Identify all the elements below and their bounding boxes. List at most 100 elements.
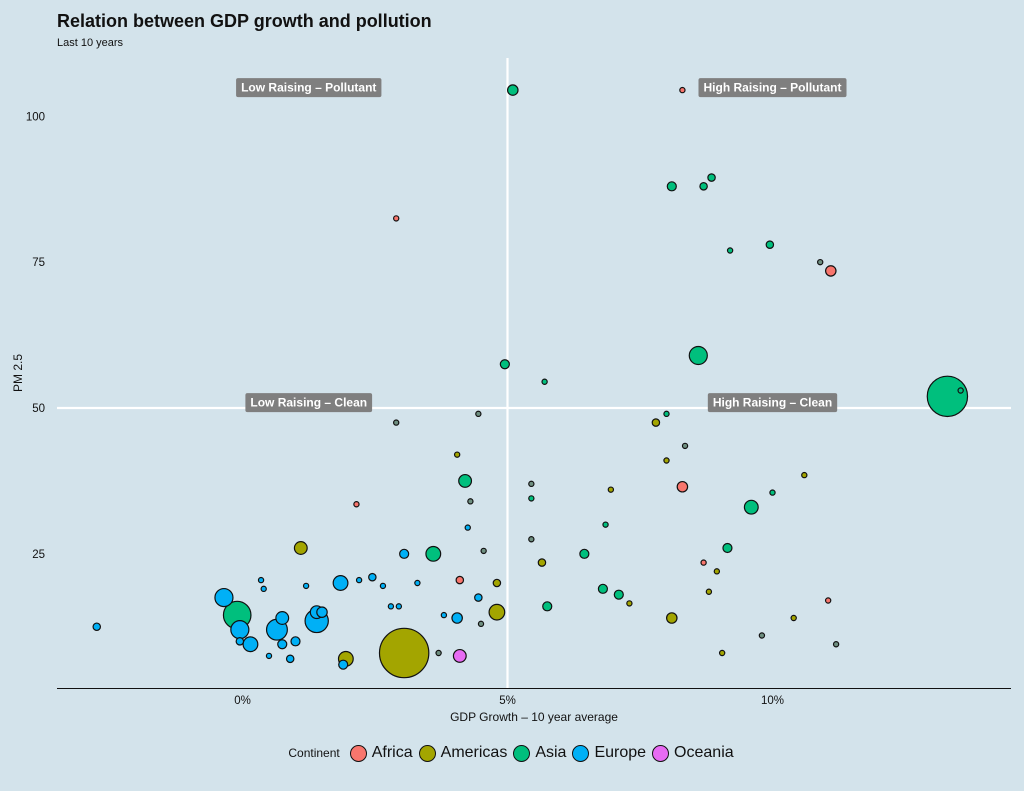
data-point-asia (458, 473, 473, 488)
legend-swatch-americas (418, 744, 436, 762)
legend-swatch-africa (349, 744, 367, 762)
data-point-africa (676, 480, 689, 493)
data-point-europe (368, 572, 377, 582)
data-point-europe (387, 603, 395, 610)
data-point-europe (235, 637, 245, 646)
data-point-asia (506, 84, 519, 96)
data-point-europe (302, 582, 310, 590)
data-point-europe (265, 652, 273, 660)
axes: 0% 5% 10% 25 50 75 100 (26, 111, 1011, 707)
legend-item-europe: Europe (568, 744, 646, 762)
x-axis-title: GDP Growth – 10 year average (450, 710, 618, 724)
data-point-asia (688, 345, 708, 366)
data-point-africa (824, 265, 837, 277)
data-point-small (475, 410, 482, 418)
quadrant-label-box (245, 393, 373, 413)
data-points (92, 84, 969, 679)
data-point-asia (663, 410, 670, 418)
data-point-asia (499, 359, 510, 370)
data-point-small (467, 498, 474, 505)
data-point-europe (395, 603, 403, 610)
data-point-asia (926, 375, 969, 418)
data-point-americas (718, 649, 726, 657)
quadrant-labels: Low Raising – Pollutant High Raising – Po… (236, 78, 847, 413)
data-point-asia (425, 545, 442, 562)
data-point-asia (957, 387, 964, 394)
data-point-americas (713, 568, 721, 575)
legend-swatch-oceania (652, 744, 670, 762)
data-point-europe (464, 524, 471, 531)
legend-label-africa: Africa (371, 744, 413, 761)
quadrant-label-box (707, 393, 838, 413)
data-point-small (681, 442, 689, 450)
data-point-asia (699, 182, 708, 191)
data-point-africa (679, 86, 686, 94)
data-point-small (393, 419, 400, 426)
data-point-europe (316, 606, 328, 618)
data-point-small (477, 620, 485, 628)
quadrant-label-box (698, 78, 847, 98)
data-point-americas (665, 612, 678, 624)
data-point-europe (440, 611, 448, 619)
data-point-small (528, 480, 535, 488)
data-point-asia (613, 589, 624, 600)
legend-item-africa: Africa (346, 744, 413, 762)
quadrant-label-text: High Raising – Pollutant (703, 81, 841, 95)
legend-swatch-asia (513, 744, 531, 762)
x-tick-label: 0% (234, 695, 251, 707)
legend-label-asia: Asia (535, 744, 567, 761)
legend-item-asia: Asia (509, 744, 566, 762)
data-point-americas (488, 603, 506, 621)
chart-subtitle: Last 10 years (57, 37, 124, 49)
data-point-americas (626, 600, 633, 607)
legend-label-europe: Europe (594, 744, 647, 761)
data-point-americas (293, 541, 308, 555)
data-point-europe (399, 548, 410, 559)
legend-item-americas: Americas (415, 744, 507, 762)
data-point-europe (275, 611, 290, 625)
data-point-americas (537, 558, 547, 567)
data-point-asia (542, 601, 553, 612)
legend-item-oceania: Oceania (648, 744, 734, 762)
data-point-americas (663, 457, 670, 464)
quadrant-label-box (236, 78, 382, 98)
quadrant-label-text: Low Raising – Pollutant (241, 81, 376, 95)
legend: Continent Africa Americas Asia Europe Oc… (0, 744, 1024, 762)
data-point-africa (353, 501, 360, 508)
data-point-americas (378, 627, 430, 679)
data-point-europe (285, 654, 295, 664)
data-point-asia (722, 542, 733, 554)
data-point-asia (528, 495, 535, 502)
data-point-americas (607, 486, 615, 493)
data-point-asia (602, 521, 609, 528)
data-point-small (435, 649, 442, 657)
data-point-africa (700, 559, 707, 566)
data-point-europe (338, 659, 349, 670)
y-tick-label: 25 (32, 549, 45, 561)
y-tick-label: 100 (26, 111, 45, 123)
data-point-africa (824, 597, 832, 604)
chart-title: Relation between GDP growth and pollutio… (57, 11, 432, 31)
data-point-americas (651, 418, 661, 427)
data-point-americas (705, 588, 713, 595)
data-point-europe (257, 576, 265, 584)
data-point-asia (765, 240, 775, 249)
quadrant-label-text: Low Raising – Clean (250, 396, 367, 410)
data-point-asia (707, 173, 716, 182)
data-point-africa (455, 575, 465, 585)
data-point-europe (474, 593, 483, 602)
data-point-asia (579, 548, 590, 559)
data-point-europe (414, 579, 421, 587)
data-point-europe (242, 636, 259, 653)
data-point-africa (393, 215, 400, 222)
data-point-asia (597, 583, 609, 594)
data-point-asia (541, 378, 548, 385)
data-point-asia (726, 247, 734, 254)
data-point-asia (743, 499, 759, 515)
data-point-europe (260, 585, 267, 593)
reference-lines (57, 58, 1011, 688)
data-point-europe (230, 620, 250, 640)
legend-label-oceania: Oceania (674, 744, 734, 761)
data-point-europe (451, 612, 463, 624)
